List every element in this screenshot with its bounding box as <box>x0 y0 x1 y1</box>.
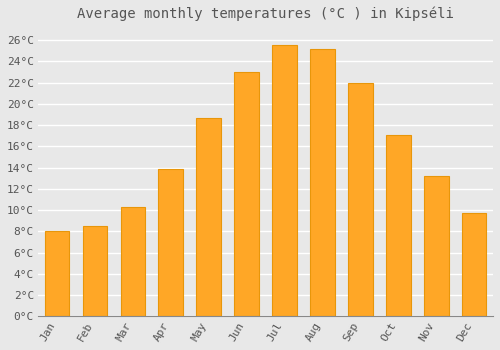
Bar <box>196 118 221 316</box>
Bar <box>82 226 108 316</box>
Bar <box>424 176 448 316</box>
Bar <box>348 83 372 316</box>
Bar <box>158 169 183 316</box>
Bar <box>462 213 486 316</box>
Bar <box>234 72 259 316</box>
Bar <box>386 135 410 316</box>
Bar <box>44 231 70 316</box>
Bar <box>120 207 145 316</box>
Bar <box>272 46 297 316</box>
Title: Average monthly temperatures (°C ) in Kipséli: Average monthly temperatures (°C ) in Ki… <box>77 7 454 21</box>
Bar <box>310 49 335 316</box>
